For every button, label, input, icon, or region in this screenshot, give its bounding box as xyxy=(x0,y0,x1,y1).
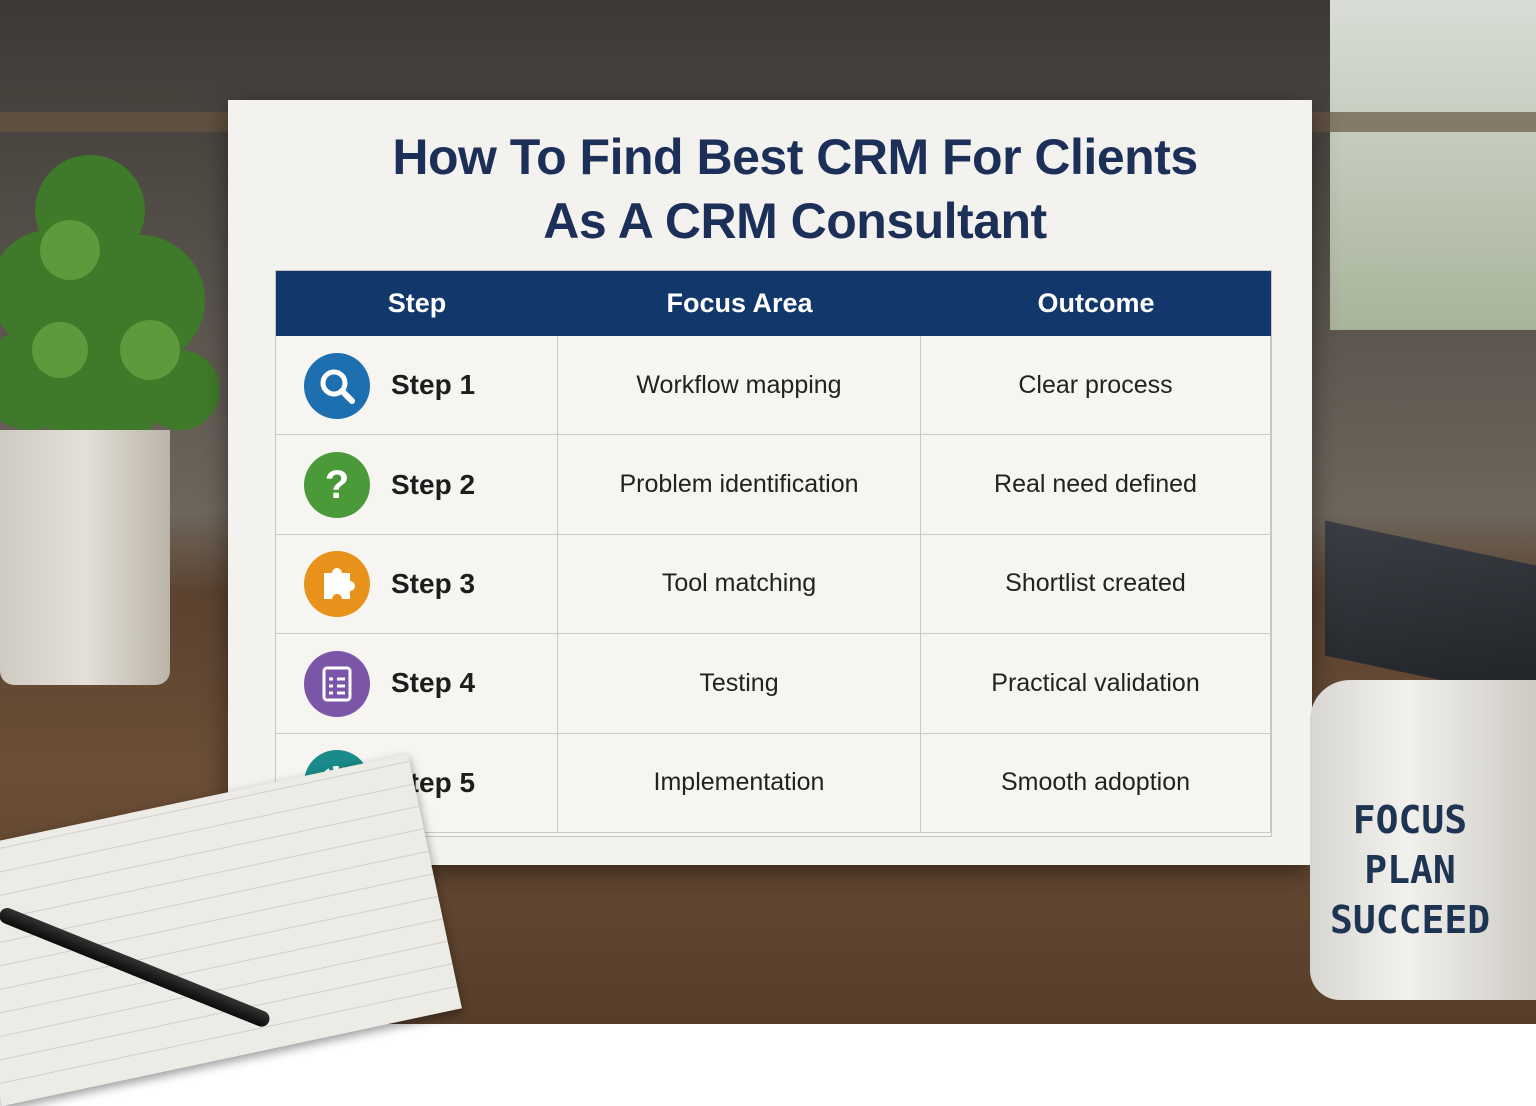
title-line: How To Find Best CRM For Clients xyxy=(392,129,1198,185)
header-cell: Outcome xyxy=(921,271,1271,336)
header-cell: Step xyxy=(276,271,558,336)
table-cell: Implementation xyxy=(558,733,921,833)
table-cell: Problem identification xyxy=(558,435,921,535)
step-cell: Step 3 xyxy=(276,534,558,635)
mug xyxy=(1310,680,1536,1000)
title-line: As A CRM Consultant xyxy=(543,193,1047,249)
table-cell: Practical validation xyxy=(921,634,1271,734)
window xyxy=(1330,0,1536,330)
plant xyxy=(0,155,220,450)
step-icon: ? xyxy=(304,452,370,519)
mug-text: PLAN xyxy=(1364,848,1456,892)
mug-text: FOCUS xyxy=(1352,798,1468,842)
svg-text:?: ? xyxy=(325,463,349,507)
step-cell: Step 1 xyxy=(276,336,558,436)
step-icon xyxy=(304,650,370,717)
mug-text: SUCCEED xyxy=(1330,898,1491,942)
step-icon xyxy=(304,551,370,618)
table: Step Focus Area Outcome Step 1 Workflow mapp… xyxy=(275,270,1272,837)
step-cell: Step 4 xyxy=(276,634,558,734)
table-cell: Testing xyxy=(558,634,921,734)
table-cell: Real need defined xyxy=(921,435,1271,535)
table-cell: Shortlist created xyxy=(921,534,1271,635)
table-cell: Smooth adoption xyxy=(921,733,1271,833)
table-cell: Workflow mapping xyxy=(558,336,921,436)
plant-pot xyxy=(0,430,170,685)
header-cell: Focus Area xyxy=(558,271,921,336)
table-cell: Tool matching xyxy=(558,534,921,635)
step-icon xyxy=(304,352,370,419)
step-cell: Step 2? xyxy=(276,435,558,535)
table-cell: Clear process xyxy=(921,336,1271,436)
